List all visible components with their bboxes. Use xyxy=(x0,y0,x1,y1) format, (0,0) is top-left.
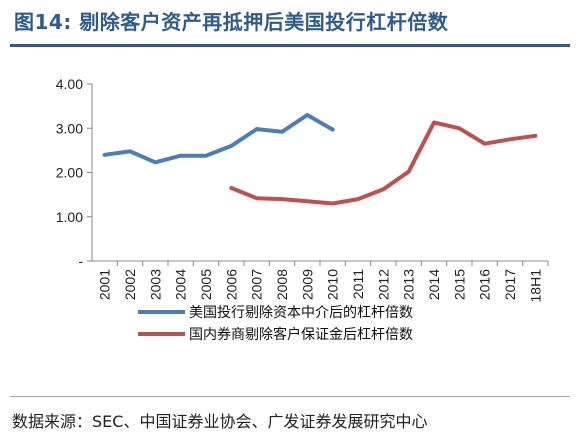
y-tick-label: 3.00 xyxy=(56,120,83,136)
series-line-1 xyxy=(102,113,335,165)
source-note: 数据来源：SEC、中国证券业协会、广发证券发展研究中心 xyxy=(12,412,428,431)
x-tick-label: 2002 xyxy=(122,269,138,300)
x-tick-label: 2010 xyxy=(325,269,341,300)
x-tick-label: 2014 xyxy=(426,269,442,300)
y-axis-ticks: - 1.00 2.00 3.00 4.00 xyxy=(56,76,92,269)
source-divider xyxy=(10,396,570,397)
x-axis-ticks: 2001 2002 2003 2004 2005 2006 2007 2008 2009 2010… xyxy=(97,261,549,303)
x-tick-label: 2005 xyxy=(198,269,214,300)
figure-title: 图14: 剔除客户资产再抵押后美国投行杠杆倍数 xyxy=(14,10,449,34)
series-line-2 xyxy=(229,120,538,206)
x-tick-label: 2013 xyxy=(401,269,417,300)
x-tick-label: 2003 xyxy=(147,269,163,300)
x-tick-label: 2001 xyxy=(97,269,113,300)
x-tick-label: 2016 xyxy=(477,269,493,300)
chart-axes xyxy=(91,84,548,262)
x-tick-label: 18H1 xyxy=(527,269,543,303)
y-tick-label: 4.00 xyxy=(56,76,83,92)
x-tick-label: 2015 xyxy=(451,269,467,300)
x-tick-label: 2011 xyxy=(350,269,366,299)
x-tick-label: 2012 xyxy=(375,269,391,300)
y-tick-label: - xyxy=(78,253,83,269)
legend-label-1: 美国投行剔除资本中介后的杠杆倍数 xyxy=(189,305,413,321)
legend-label-2: 国内券商剔除客户保证金后杠杆倍数 xyxy=(189,326,413,343)
y-tick-label: 1.00 xyxy=(56,209,83,225)
x-tick-label: 2007 xyxy=(249,269,265,300)
series-lines xyxy=(102,113,538,206)
x-tick-label: 2009 xyxy=(299,269,315,300)
title-divider xyxy=(10,44,570,47)
y-tick-label: 2.00 xyxy=(56,165,83,181)
x-tick-label: 2008 xyxy=(274,269,290,300)
x-tick-label: 2017 xyxy=(502,269,518,300)
x-tick-label: 2004 xyxy=(173,269,189,300)
leverage-line-chart: -1.002.003.004.00 2001 2002 2003 2004 2005 20… xyxy=(56,76,549,343)
x-tick-label: 2006 xyxy=(223,269,239,300)
